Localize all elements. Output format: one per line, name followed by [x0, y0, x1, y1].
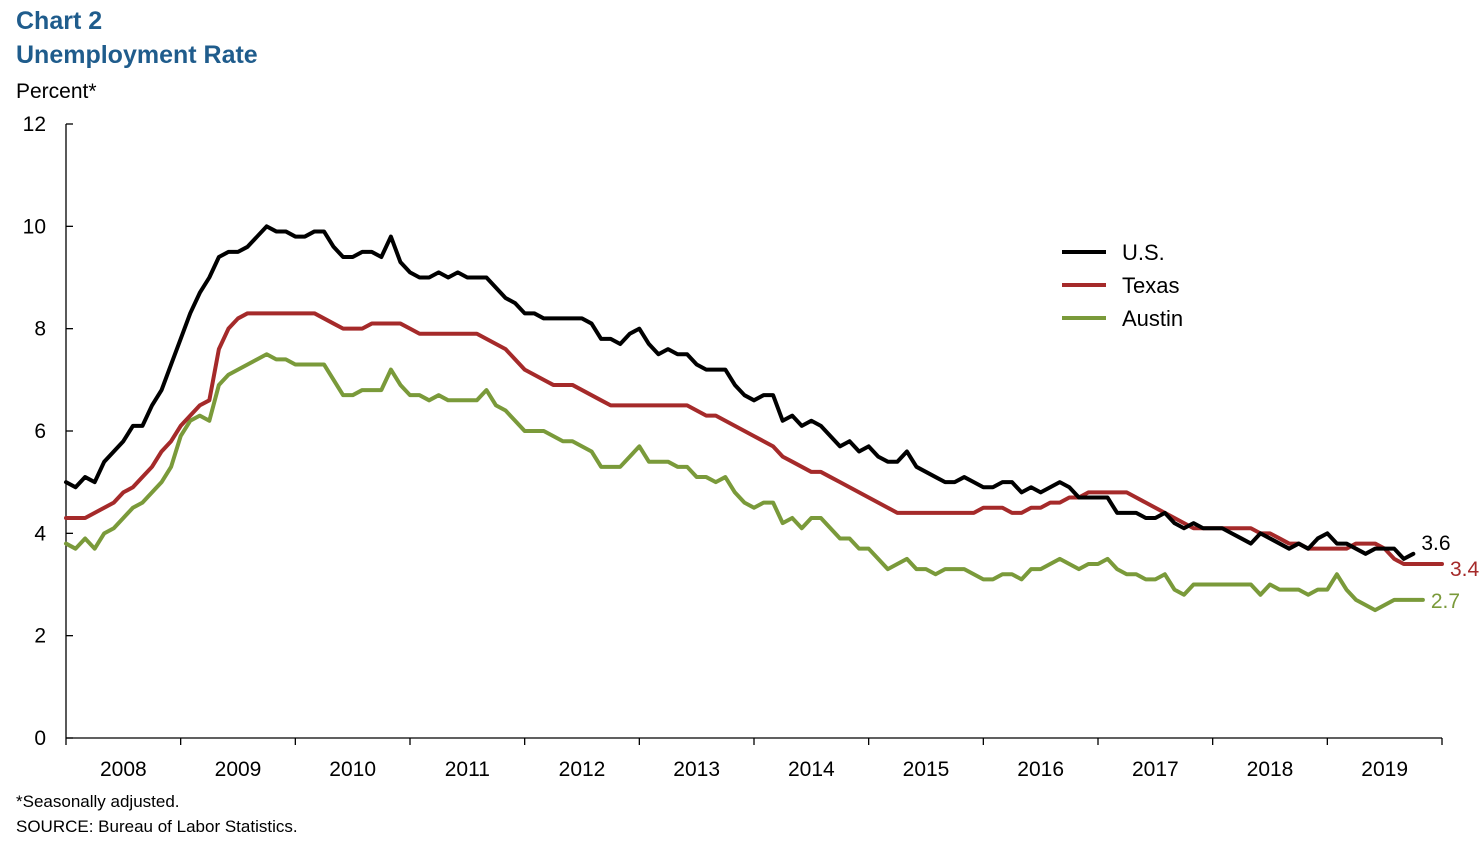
x-tick-label: 2015 — [903, 758, 950, 781]
x-tick-label: 2014 — [788, 758, 835, 781]
legend-label: Austin — [1122, 306, 1183, 331]
x-tick-label: 2013 — [673, 758, 720, 781]
series-line-texas — [64, 311, 1444, 567]
y-tick-label: 4 — [34, 522, 46, 545]
end-label-austin: 2.7 — [1431, 590, 1460, 613]
x-tick-label: 2017 — [1132, 758, 1179, 781]
y-tick-label: 8 — [34, 318, 46, 341]
x-tick-label: 2009 — [215, 758, 262, 781]
x-tick-label: 2019 — [1361, 758, 1408, 781]
source-note: SOURCE: Bureau of Labor Statistics. — [16, 817, 298, 836]
x-tick-label: 2012 — [559, 758, 606, 781]
series-line-us — [64, 224, 1416, 561]
x-tick-label: 2010 — [329, 758, 376, 781]
x-tick-label: 2018 — [1247, 758, 1294, 781]
y-axis-unit-label: Percent* — [16, 80, 97, 103]
legend-label: Texas — [1122, 273, 1179, 298]
y-tick-label: 2 — [34, 625, 46, 648]
series-line-austin — [64, 352, 1425, 613]
chart-title-block: Chart 2 Unemployment Rate — [16, 4, 258, 72]
y-tick-label: 10 — [23, 215, 46, 238]
legend-label: U.S. — [1122, 240, 1165, 265]
end-label-us: 3.6 — [1421, 532, 1450, 555]
y-tick-label: 6 — [34, 420, 46, 443]
chart-title: Chart 2 — [16, 7, 103, 35]
x-tick-label: 2016 — [1017, 758, 1064, 781]
x-tick-label: 2008 — [100, 758, 147, 781]
footnote: *Seasonally adjusted. — [16, 792, 180, 811]
chart-subtitle: Unemployment Rate — [16, 41, 258, 69]
end-label-texas: 3.4 — [1450, 558, 1480, 581]
y-tick-label: 12 — [23, 113, 46, 136]
x-tick-label: 2011 — [445, 758, 490, 781]
y-tick-label: 0 — [34, 727, 46, 750]
